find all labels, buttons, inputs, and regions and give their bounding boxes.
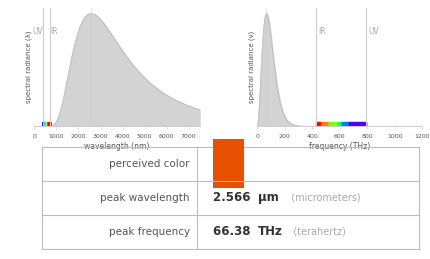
Text: UV: UV [32, 27, 43, 36]
Text: IR: IR [318, 27, 326, 36]
Text: 66.38: 66.38 [212, 226, 254, 239]
Text: peak frequency: peak frequency [108, 227, 189, 237]
X-axis label: frequency (THz): frequency (THz) [308, 142, 370, 151]
Y-axis label: spectral radiance (ν): spectral radiance (ν) [247, 31, 254, 103]
Text: 2.566: 2.566 [212, 191, 254, 204]
Text: μm: μm [257, 191, 278, 204]
Text: peak wavelength: peak wavelength [100, 193, 189, 203]
Text: perceived color: perceived color [109, 159, 189, 169]
Text: THz: THz [257, 226, 282, 239]
X-axis label: wavelength (nm): wavelength (nm) [84, 142, 149, 151]
Y-axis label: spectral radiance (λ): spectral radiance (λ) [25, 31, 32, 103]
Text: (terahertz): (terahertz) [286, 227, 345, 237]
Text: (micrometers): (micrometers) [284, 193, 359, 203]
FancyBboxPatch shape [212, 139, 243, 188]
Text: IR: IR [50, 27, 58, 36]
Text: UV: UV [367, 27, 378, 36]
